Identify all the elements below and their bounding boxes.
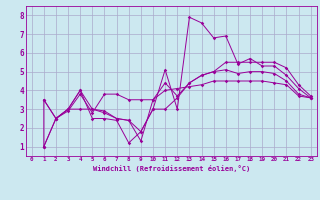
X-axis label: Windchill (Refroidissement éolien,°C): Windchill (Refroidissement éolien,°C) bbox=[92, 165, 250, 172]
